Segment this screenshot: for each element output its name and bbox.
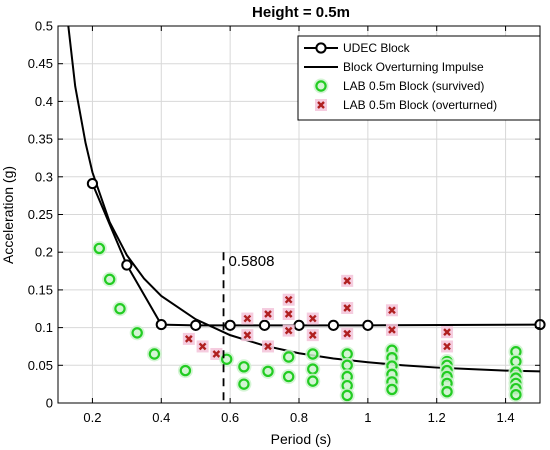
overturned-point [284,326,293,335]
survived-point [307,348,319,360]
survived-point [282,370,295,383]
udec-line [91,183,541,327]
overturned-point [264,342,272,351]
overturned-point [284,310,293,318]
overturned-point [308,314,317,323]
overturned-point [343,329,352,338]
chart-title: Height = 0.5m [252,4,350,21]
overturned-point [443,342,451,351]
y-tick-label: 0.3 [35,169,53,184]
y-tick-label: 0.05 [28,358,53,373]
survived-point [282,351,295,363]
y-tick-label: 0.15 [28,282,53,297]
y-tick-label: 0.45 [28,56,53,71]
survived-point [114,303,126,315]
legend-survived-label: LAB 0.5m Block (survived) [343,79,484,93]
udec-point [224,319,236,331]
x-tick-label: 0.6 [221,410,239,425]
legend-impulse-label: Block Overturning Impulse [343,60,484,74]
x-tick-label: 1.4 [497,410,515,425]
survived-point [441,385,453,398]
x-tick-label: 0.2 [83,410,101,425]
overturned-point [243,314,252,323]
y-tick-label: 0.25 [28,207,53,222]
overturned-point [443,328,451,336]
ticks: 0.2 0.4 0.6 0.8 1 1.2 1.4 0 0.05 0.1 0.15 0.2 0.25 0.… [28,19,540,425]
x-tick-label: 1.2 [428,410,446,425]
udec-point [362,319,374,331]
survived-point [179,364,192,377]
legend-entry-impulse: Block Overturning Impulse [304,60,484,74]
overturned-point [212,350,221,358]
y-tick-label: 0.4 [35,94,53,109]
legend-udec-label: UDEC Block [343,41,411,55]
udec-point [190,319,202,331]
x-tick-label: 0.8 [290,410,308,425]
survived-point [307,375,319,387]
curves [67,25,541,373]
x-tick-label: 1 [364,410,371,425]
legend: UDEC Block Block Overturning Impulse LAB… [297,35,541,121]
y-tick-label: 0.1 [35,320,53,335]
y-tick-label: 0.35 [28,132,53,147]
overturned-point [343,277,352,285]
survived-point [220,353,233,365]
overturned-point [284,295,293,304]
survived-point [386,383,398,396]
overturned-point [308,331,317,339]
survived-point [341,389,353,402]
legend-entry-udec: UDEC Block [304,41,411,55]
annotation: 0.5808 [222,252,275,403]
survived-point [262,365,274,378]
overturned-point [343,304,352,312]
impulse-curve [67,25,541,373]
overturned-point [243,331,252,339]
survived-point [131,327,143,339]
reference-line-label: 0.5808 [229,253,275,270]
legend-box [297,35,541,121]
markers [86,177,546,403]
overturned-point [184,335,193,343]
legend-entry-overturned: LAB 0.5m Block (overturned) [315,98,497,112]
overturned-point [388,306,396,315]
udec-point [155,318,167,331]
survived-point [238,378,250,390]
x-axis-label: Period (s) [271,431,332,447]
survived-point [510,389,522,401]
legend-overturned-label: LAB 0.5m Block (overturned) [343,98,497,112]
survived-point [238,361,250,373]
legend-overturned-marker [317,101,325,109]
overturned-point [388,326,396,334]
udec-point [258,319,271,331]
y-tick-label: 0 [46,396,53,411]
survived-point [103,273,116,286]
survived-point [93,242,106,255]
legend-udec-marker [315,42,327,54]
legend-survived-marker [315,80,327,92]
y-tick-label: 0.2 [35,245,53,260]
survived-point [148,348,161,360]
udec-point [293,319,305,331]
x-tick-label: 0.4 [152,410,170,425]
udec-point [86,177,99,190]
legend-entry-survived: LAB 0.5m Block (survived) [313,78,484,94]
udec-point [327,319,340,331]
y-tick-label: 0.5 [35,19,53,34]
overturned-point [264,310,272,318]
overturned-point [198,342,207,351]
y-axis-label: Acceleration (g) [0,166,16,264]
udec-point [121,259,133,271]
